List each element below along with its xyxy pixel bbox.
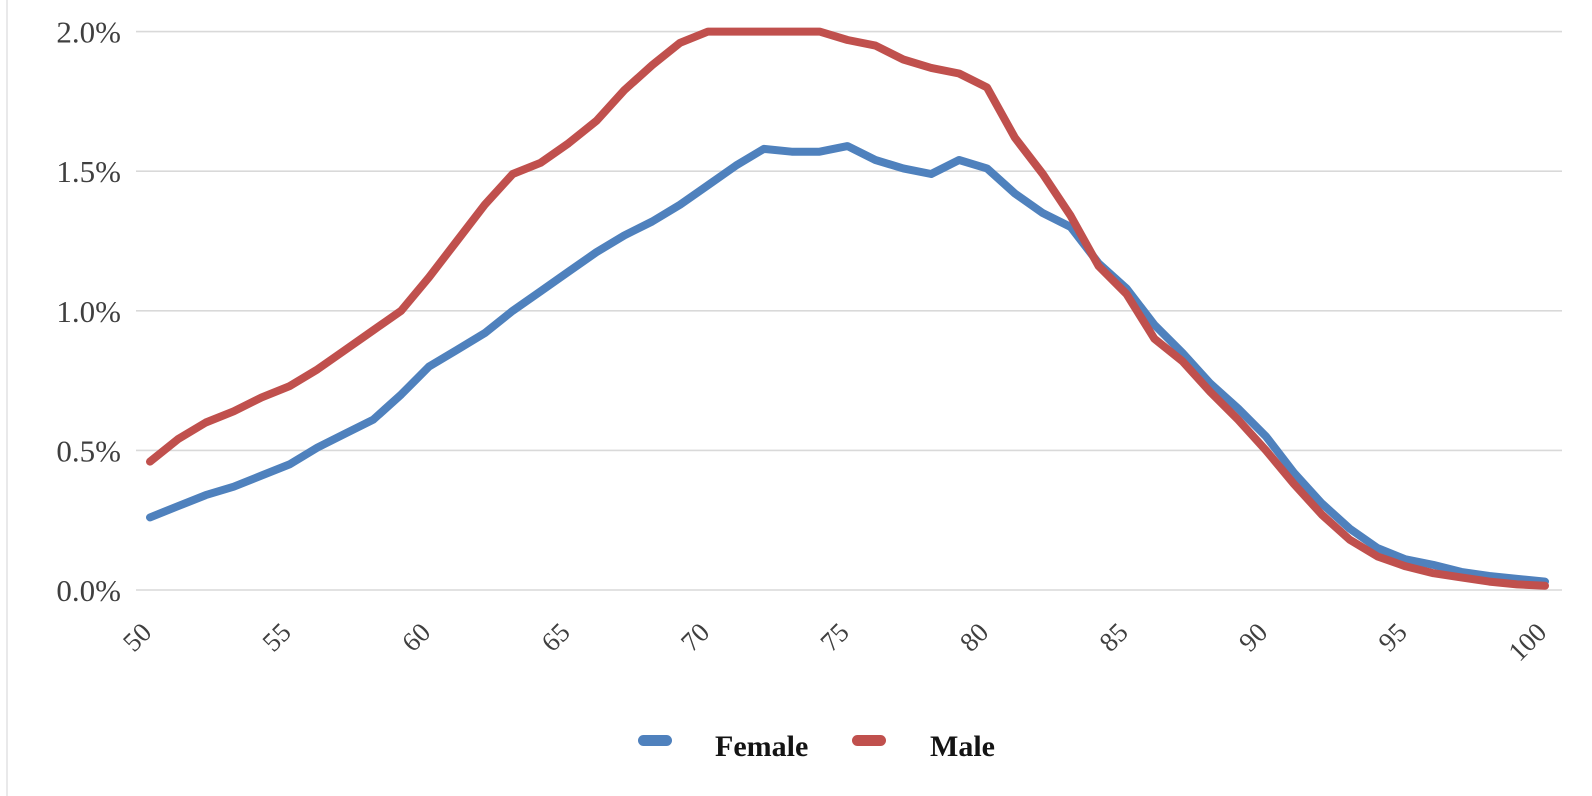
x-axis-tick-label: 50 (117, 617, 157, 657)
series-line-female (146, 142, 1549, 586)
x-axis-tick-label: 90 (1233, 617, 1273, 657)
x-axis-tick-label: 70 (675, 617, 715, 657)
x-axis-tick-label: 100 (1502, 617, 1552, 667)
legend-label: Female (715, 730, 808, 763)
series-line-male (146, 27, 1549, 590)
legend: Female Male (638, 730, 995, 763)
y-axis-tick-label: 1.0% (56, 294, 121, 329)
x-axis-tick-label: 75 (814, 617, 854, 657)
y-axis-tick-label: 0.5% (56, 433, 121, 468)
x-axis-tick-label: 95 (1372, 617, 1412, 657)
x-axis-tick-label: 80 (954, 617, 994, 657)
legend-swatch-female (638, 735, 672, 746)
y-axis-tick-label: 0.0% (56, 573, 121, 608)
x-axis-tick-label: 85 (1093, 617, 1133, 657)
x-axis-tick-label: 65 (535, 617, 575, 657)
x-axis-tick-label: 55 (256, 617, 296, 657)
legend-swatch-male (852, 735, 886, 746)
legend-item-female: Female (638, 730, 808, 763)
y-axis-tick-label: 1.5% (56, 154, 121, 189)
y-axis-tick-label: 2.0% (56, 15, 121, 50)
legend-label: Male (930, 730, 995, 763)
legend-item-male: Male (852, 730, 995, 763)
x-axis-tick-label: 60 (396, 617, 436, 657)
